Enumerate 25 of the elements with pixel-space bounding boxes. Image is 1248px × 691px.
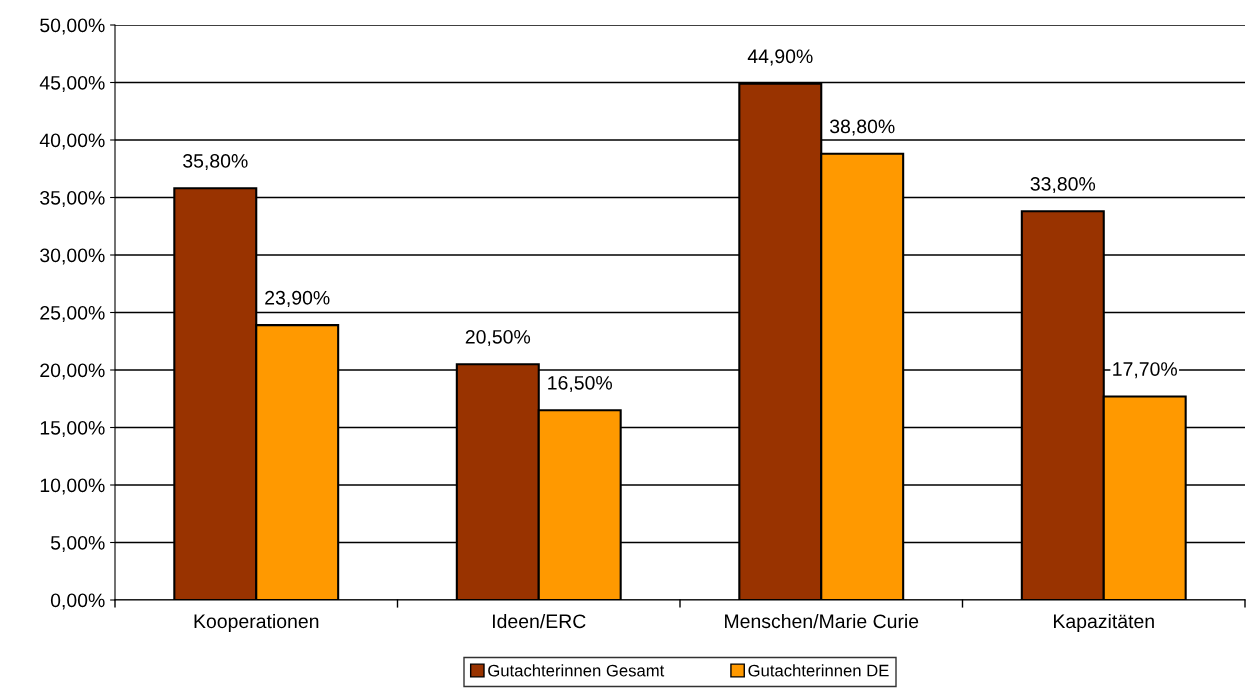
- data-label: 38,80%: [829, 119, 895, 136]
- y-tick-label: 0,00%: [50, 593, 105, 610]
- legend-label: Gutachterinnen Gesamt: [488, 664, 665, 677]
- data-label: 35,80%: [183, 154, 248, 171]
- data-label: 16,50%: [548, 375, 612, 393]
- y-tick-label: 45,00%: [39, 75, 105, 93]
- legend-label: Gutachterinnen DE: [748, 664, 889, 677]
- y-tick-label: 40,00%: [39, 133, 105, 150]
- data-label: 23,90%: [265, 290, 330, 307]
- data-label: 20,50%: [465, 329, 531, 347]
- y-tick-label: 30,00%: [40, 248, 105, 265]
- y-tick-label: 35,00%: [40, 190, 105, 208]
- x-tick-label: Kapazitäten: [1054, 613, 1154, 633]
- x-tick-label: Menschen/Marie Curie: [725, 613, 919, 629]
- x-tick-label: Kooperationen: [194, 613, 319, 633]
- y-tick-label: 5,00%: [50, 535, 105, 553]
- y-tick-label: 25,00%: [40, 305, 105, 323]
- y-tick-label: 10,00%: [40, 478, 105, 495]
- y-tick-label: 50,00%: [40, 18, 105, 35]
- y-tick-label: 15,00%: [40, 420, 105, 438]
- data-label: 33,80%: [1030, 177, 1096, 194]
- data-label: 17,70%: [1113, 362, 1177, 379]
- data-label: 44,90%: [747, 49, 813, 66]
- x-tick-label: Ideen/ERC: [492, 613, 586, 629]
- y-tick-label: 20,00%: [40, 363, 105, 380]
